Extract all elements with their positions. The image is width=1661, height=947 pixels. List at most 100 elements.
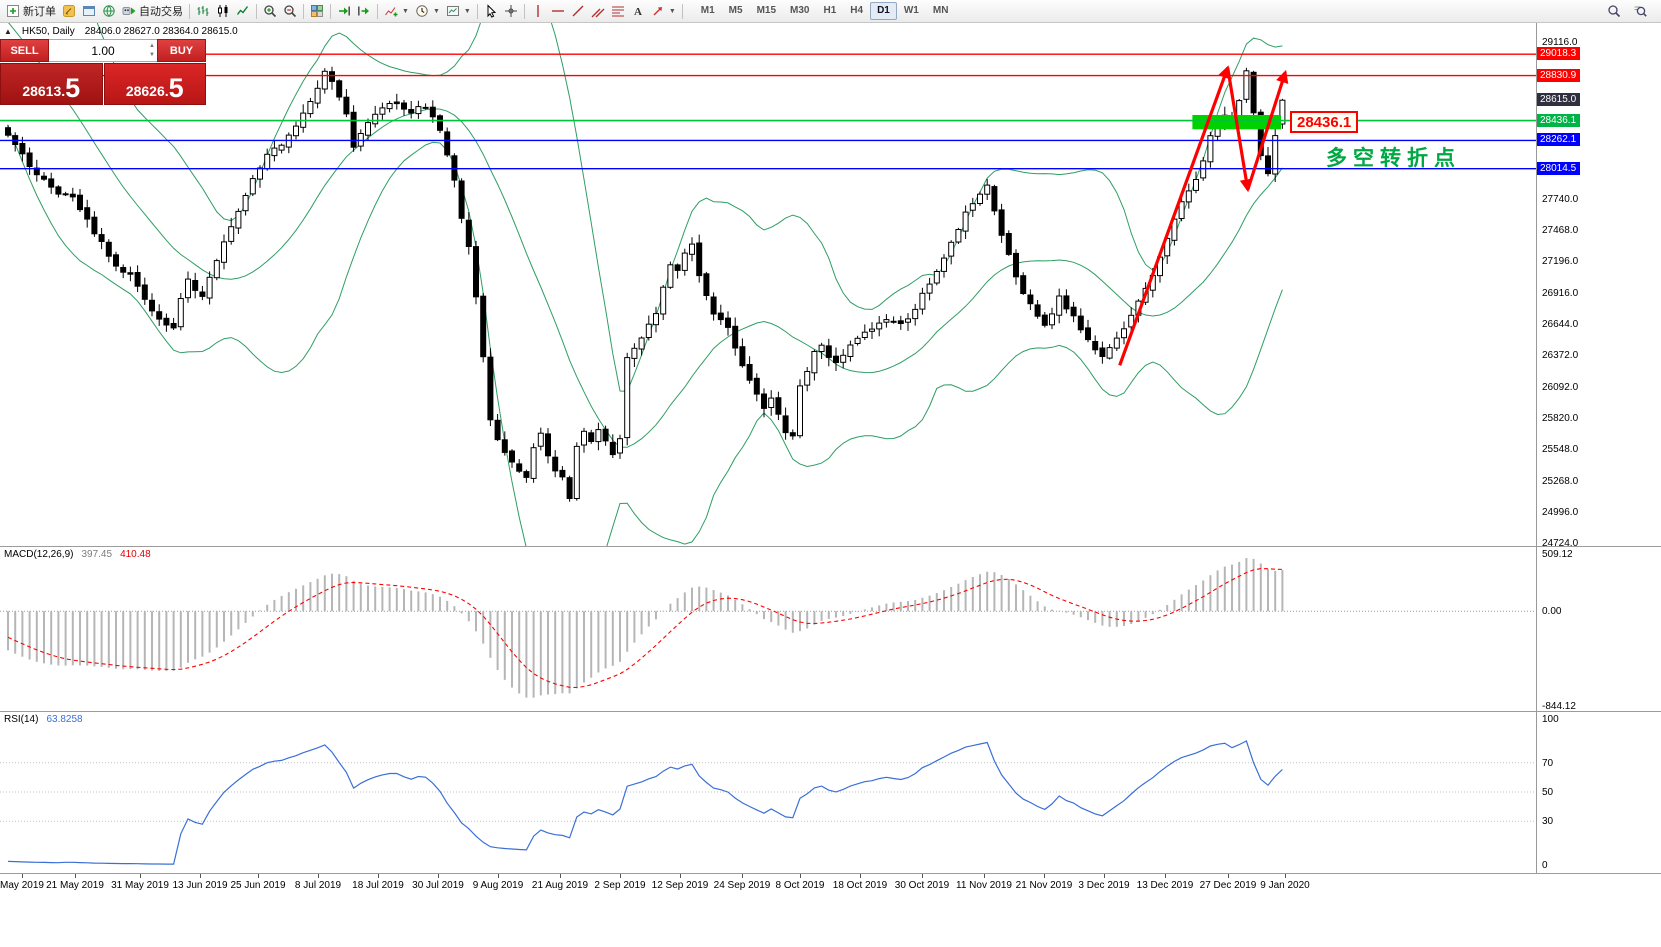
one-click-collapse-icon[interactable]: ▲ [4,27,12,36]
chevron-down-icon[interactable]: ▼ [402,7,409,15]
periods-button[interactable]: ▼ [412,1,443,21]
time-tick [860,874,861,878]
price-axis[interactable]: 29116.0 27740.0 27468.0 27196.0 26916.0 26644… [1536,23,1661,873]
candle-body [1185,190,1192,203]
price-tag: 28615.0 [1537,93,1581,106]
candle-body [329,71,335,82]
candlestick-chart-button[interactable] [213,1,233,21]
candle-body [170,323,177,329]
timeframe-m30-button[interactable]: M30 [790,5,810,16]
pane-separator[interactable] [0,711,1661,712]
pane-separator[interactable] [0,546,1661,547]
candle-body [1178,201,1185,219]
chevron-down-icon[interactable]: ▼ [463,7,471,15]
time-tick [620,874,621,878]
quick-search-button[interactable] [1630,1,1650,21]
toolbar-separator [523,3,525,19]
volume-input[interactable]: 1.00 ▲ ▼ [49,39,157,62]
window-icon [82,4,96,18]
price-tick: 26092.0 [1542,382,1579,393]
candle-body [415,106,422,115]
sell-button[interactable]: SELL [0,39,49,62]
crosshair-button[interactable] [501,1,521,21]
timeframe-m5-button[interactable]: M5 [728,5,743,16]
candle-body [494,419,501,441]
community-button[interactable] [99,1,119,21]
trend-arrow-segment[interactable] [1118,65,1231,366]
equidistant-channel-button[interactable] [588,1,608,21]
timeframe-m15-button[interactable]: M15 [756,5,777,16]
trend-arrows[interactable] [1118,65,1289,366]
candle-body [667,264,674,288]
fibonacci-button[interactable] [608,1,628,21]
timeframe-h4-button[interactable]: H4 [850,5,864,16]
chevron-down-icon[interactable]: ▼ [432,7,440,15]
templates-button[interactable]: ▼ [443,1,474,21]
candle-body [717,312,724,321]
timeframe-mn-button[interactable]: MN [932,5,949,16]
candle-body [537,432,544,447]
indicators-button[interactable]: ▼ [381,1,412,21]
cursor-button[interactable] [481,1,501,21]
candle-body [725,317,731,328]
time-label: 8 Oct 2019 [775,880,825,891]
spinner-up-icon[interactable]: ▲ [149,43,155,49]
candlestick-chart[interactable] [0,23,1536,546]
candle-body [545,433,551,457]
timeframe-h1-button[interactable]: H1 [823,5,837,16]
metaeditor-button[interactable] [59,1,79,21]
data-window-button[interactable] [79,1,99,21]
toolbar-separator [681,3,683,19]
horizontal-line-button[interactable] [548,1,568,21]
autotrading-button[interactable]: 自动交易 [119,1,186,21]
search-symbol-button[interactable] [1604,1,1624,21]
candle-body [753,377,760,395]
timeframe-d1-button[interactable]: D1 [870,2,897,20]
macd-chart[interactable] [0,546,1536,711]
candle-body [581,430,587,446]
candle-body [221,241,227,263]
rsi-chart[interactable] [0,711,1536,873]
chevron-down-icon[interactable]: ▼ [668,7,676,15]
candle-body [55,186,62,195]
text-label-button[interactable]: A [628,1,648,21]
candle-body [480,295,487,358]
candle-body [141,284,148,300]
time-label: 30 Jul 2019 [412,880,464,891]
zoom-in-button[interactable] [260,1,280,21]
toolbar-separator [476,3,478,19]
chart-shift-button[interactable] [354,1,374,21]
volume-spinner[interactable]: ▲ ▼ [149,42,155,60]
trendline-button[interactable] [568,1,588,21]
bollinger-lower-line [7,125,1283,546]
candle-body [77,194,83,211]
trend-arrow-segment[interactable] [1246,69,1289,191]
time-axis[interactable]: May 2019 21 May 2019 31 May 2019 13 Jun 201… [0,873,1661,947]
candle-body [192,280,199,291]
candle-body [62,193,69,196]
price-level-tag[interactable]: 28436.1 [1290,111,1359,133]
bar-chart-button[interactable] [193,1,213,21]
trend-arrow-segment[interactable] [1226,67,1253,193]
buy-price-button[interactable]: 28626. 5 [103,63,206,105]
auto-scroll-button[interactable] [334,1,354,21]
buy-button[interactable]: BUY [157,39,206,62]
spinner-down-icon[interactable]: ▼ [149,52,155,58]
timeframe-m1-button[interactable]: M1 [700,5,715,16]
vertical-line-button[interactable] [528,1,548,21]
candle-body [379,107,386,115]
candle-body [768,397,775,409]
line-chart-button[interactable] [233,1,253,21]
candle-body [1106,347,1113,359]
new-order-button[interactable]: 新订单 [3,1,59,21]
template-icon [446,4,460,18]
tile-windows-button[interactable] [307,1,327,21]
zoomin-icon [263,4,277,18]
time-tick [922,874,923,878]
time-label: 27 Dec 2019 [1199,880,1257,891]
trendline-icon [571,4,585,18]
zoom-out-button[interactable] [280,1,300,21]
arrows-button[interactable]: ▼ [648,1,679,21]
timeframe-w1-button[interactable]: W1 [903,5,919,16]
sell-price-button[interactable]: 28613. 5 [0,63,103,105]
